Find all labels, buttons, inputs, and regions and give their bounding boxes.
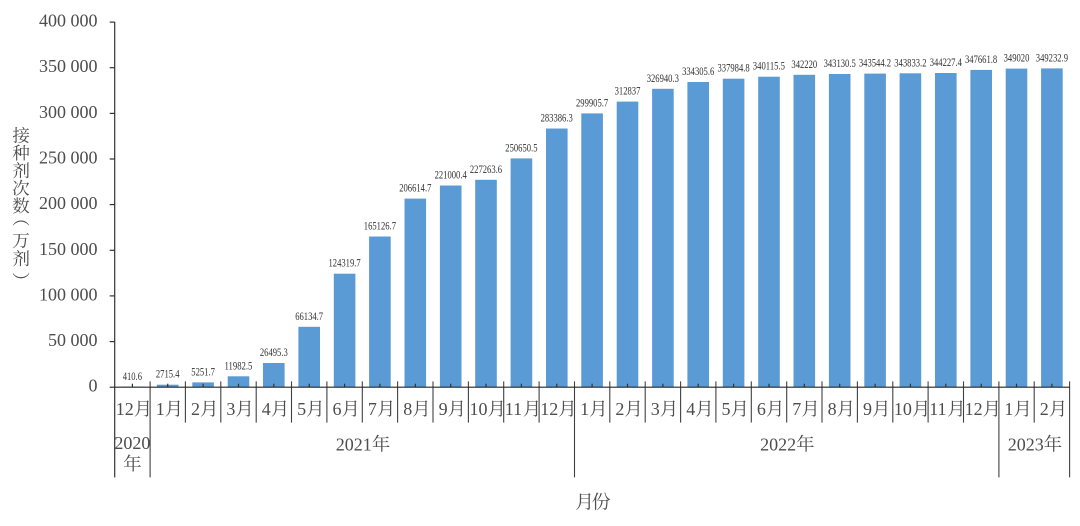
svg-text:2022: 2022 [760, 434, 796, 454]
svg-text:299905.7: 299905.7 [576, 97, 608, 109]
svg-text:5251.7: 5251.7 [191, 366, 215, 378]
svg-text:343130.5: 343130.5 [824, 58, 856, 70]
svg-text:334305.6: 334305.6 [682, 66, 714, 78]
svg-text:0: 0 [89, 376, 98, 396]
svg-text:350 000: 350 000 [39, 56, 98, 76]
svg-text:326940.3: 326940.3 [647, 73, 679, 85]
svg-text:349232.9: 349232.9 [1036, 52, 1068, 64]
svg-text:4: 4 [262, 399, 271, 419]
svg-text:7: 7 [368, 399, 377, 419]
svg-text:4: 4 [686, 399, 695, 419]
svg-text:3: 3 [226, 399, 235, 419]
svg-text:5: 5 [722, 399, 731, 419]
svg-text:343544.2: 343544.2 [859, 58, 891, 70]
svg-text:50 000: 50 000 [48, 330, 98, 350]
svg-text:400 000: 400 000 [39, 11, 98, 31]
svg-text:1: 1 [156, 399, 165, 419]
svg-text:2023: 2023 [1008, 434, 1044, 454]
svg-text:12: 12 [540, 399, 558, 419]
svg-text:1: 1 [1004, 399, 1013, 419]
svg-text:227263.6: 227263.6 [470, 164, 502, 176]
svg-text:250650.5: 250650.5 [505, 142, 537, 154]
svg-text:221000.4: 221000.4 [435, 170, 467, 182]
svg-text:340115.5: 340115.5 [753, 61, 785, 73]
svg-text:347661.8: 347661.8 [965, 54, 997, 66]
svg-text:11: 11 [505, 399, 522, 419]
svg-text:2: 2 [1040, 399, 1049, 419]
svg-text:10: 10 [894, 399, 912, 419]
svg-text:9: 9 [439, 399, 448, 419]
svg-text:410.6: 410.6 [123, 371, 143, 383]
svg-text:150 000: 150 000 [39, 239, 98, 259]
svg-text:200 000: 200 000 [39, 193, 98, 213]
svg-text:349020: 349020 [1004, 53, 1030, 65]
svg-text:165126.7: 165126.7 [364, 221, 396, 233]
svg-text:2: 2 [191, 399, 200, 419]
svg-text:1: 1 [580, 399, 589, 419]
svg-text:283386.3: 283386.3 [541, 113, 573, 125]
svg-text:2020: 2020 [114, 433, 150, 453]
svg-text:3: 3 [651, 399, 660, 419]
svg-text:206614.7: 206614.7 [399, 183, 431, 195]
svg-text:124319.7: 124319.7 [329, 258, 361, 270]
svg-text:66134.7: 66134.7 [295, 311, 323, 323]
svg-text:312837: 312837 [615, 86, 641, 98]
svg-text:10: 10 [470, 399, 488, 419]
svg-text:11982.5: 11982.5 [225, 360, 253, 372]
svg-text:5: 5 [297, 399, 306, 419]
svg-text:6: 6 [333, 399, 342, 419]
svg-text:12: 12 [116, 399, 134, 419]
svg-text:342220: 342220 [791, 59, 817, 71]
svg-text:100 000: 100 000 [39, 284, 98, 304]
svg-text:12: 12 [965, 399, 983, 419]
svg-text:250 000: 250 000 [39, 148, 98, 168]
svg-text:2021: 2021 [336, 434, 372, 454]
svg-text:11: 11 [929, 399, 946, 419]
svg-text:2715.4: 2715.4 [156, 369, 180, 381]
svg-text:9: 9 [863, 399, 872, 419]
svg-text:344227.4: 344227.4 [930, 57, 962, 69]
svg-text:26495.3: 26495.3 [260, 347, 288, 359]
svg-text:6: 6 [757, 399, 766, 419]
svg-text:300 000: 300 000 [39, 102, 98, 122]
svg-text:2: 2 [615, 399, 624, 419]
svg-text:337984.8: 337984.8 [718, 63, 750, 75]
svg-text:8: 8 [828, 399, 837, 419]
svg-text:343833.2: 343833.2 [894, 57, 926, 69]
svg-text:8: 8 [403, 399, 412, 419]
svg-text:7: 7 [792, 399, 801, 419]
